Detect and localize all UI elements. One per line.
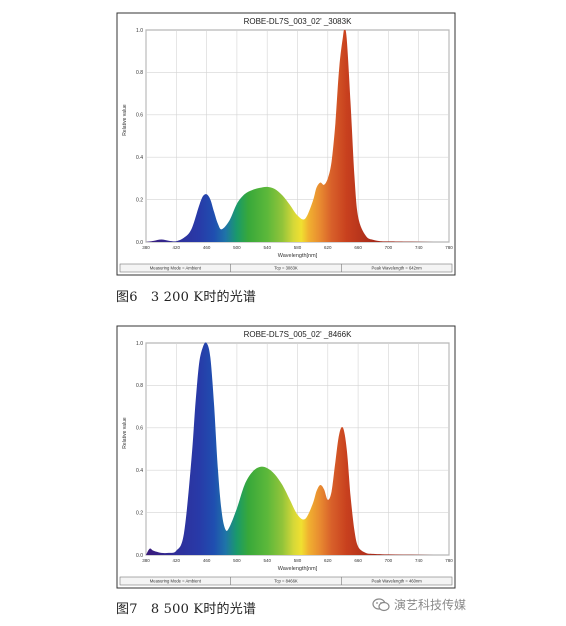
x-tick-label: 780 bbox=[445, 245, 453, 250]
y-tick-label: 0.4 bbox=[136, 468, 143, 474]
status-cell: Tcp = 8466K bbox=[274, 579, 298, 584]
y-tick-label: 0.2 bbox=[136, 197, 143, 203]
status-cell: Peak Wavelength = 642nm bbox=[372, 266, 423, 271]
status-bar-frame bbox=[119, 263, 453, 273]
status-bar-frame bbox=[119, 576, 453, 586]
y-tick-labels: 0.0 0.2 0.4 0.6 0.8 1.0 bbox=[136, 28, 143, 246]
spectrum-chart-2: ROBE-DL7S_005_02' _8466K 380 420 460 500 540 5… bbox=[116, 325, 456, 589]
x-tick-label: 460 bbox=[203, 558, 211, 563]
wechat-icon bbox=[372, 597, 390, 611]
y-tick-label: 0.6 bbox=[136, 426, 143, 432]
x-axis-label: Wavelength[nm] bbox=[278, 253, 318, 259]
status-cell: Peak Wavelength = 460nm bbox=[372, 579, 423, 584]
x-tick-label: 740 bbox=[415, 245, 423, 250]
status-cell: Measuring Mode = Ambient bbox=[150, 579, 202, 584]
spectrum-area bbox=[146, 342, 449, 555]
x-tick-label: 700 bbox=[385, 245, 393, 250]
figure-2: ROBE-DL7S_005_02' _8466K 380 420 460 500 540 5… bbox=[0, 313, 566, 597]
status-cell: Tcp = 3083K bbox=[274, 266, 298, 271]
status-bar: Measuring Mode = Ambient Tcp = 3083K Peak … bbox=[119, 263, 453, 273]
status-cell: Measuring Mode = Ambient bbox=[150, 266, 202, 271]
x-tick-label: 420 bbox=[173, 558, 181, 563]
x-tick-label: 460 bbox=[203, 245, 211, 250]
x-tick-label: 380 bbox=[142, 245, 150, 250]
x-tick-label: 500 bbox=[233, 245, 241, 250]
x-tick-label: 540 bbox=[263, 558, 271, 563]
x-tick-label: 500 bbox=[233, 558, 241, 563]
x-axis-label: Wavelength[nm] bbox=[278, 566, 318, 572]
x-tick-label: 740 bbox=[415, 558, 423, 563]
figure-1: ROBE-DL7S_003_02' _3083K 380 420 460 500 540 5… bbox=[0, 0, 566, 284]
x-tick-label: 660 bbox=[354, 245, 362, 250]
chart-title: ROBE-DL7S_003_02' _3083K bbox=[244, 17, 352, 26]
x-tick-label: 580 bbox=[294, 245, 302, 250]
x-tick-label: 780 bbox=[445, 558, 453, 563]
y-tick-label: 0.0 bbox=[136, 553, 143, 559]
figure-caption-2: 图7 8 500 K时的光谱 bbox=[116, 602, 257, 617]
x-tick-label: 380 bbox=[142, 558, 150, 563]
watermark-text: 演艺科技传媒 bbox=[394, 598, 467, 612]
y-axis-label: Relative value bbox=[122, 417, 128, 449]
y-tick-label: 1.0 bbox=[136, 341, 143, 347]
y-tick-label: 1.0 bbox=[136, 28, 143, 34]
spectrum-chart-1: ROBE-DL7S_003_02' _3083K 380 420 460 500 540 5… bbox=[116, 12, 456, 276]
x-tick-label: 620 bbox=[324, 558, 332, 563]
x-tick-label: 540 bbox=[263, 245, 271, 250]
y-tick-label: 0.8 bbox=[136, 383, 143, 389]
status-bar: Measuring Mode = Ambient Tcp = 8466K Peak … bbox=[119, 576, 453, 586]
chart-title: ROBE-DL7S_005_02' _8466K bbox=[244, 330, 352, 339]
x-tick-labels: 380 420 460 500 540 580 620 660 700 740 780 bbox=[142, 558, 453, 563]
y-axis-label: Relative value bbox=[122, 104, 128, 136]
x-tick-label: 660 bbox=[354, 558, 362, 563]
x-tick-labels: 380 420 460 500 540 580 620 660 700 740 780 bbox=[142, 245, 453, 250]
x-tick-label: 700 bbox=[385, 558, 393, 563]
x-tick-label: 620 bbox=[324, 245, 332, 250]
x-tick-label: 420 bbox=[173, 245, 181, 250]
y-tick-labels: 0.0 0.2 0.4 0.6 0.8 1.0 bbox=[136, 341, 143, 559]
figure-caption-1: 图6 3 200 K时的光谱 bbox=[116, 290, 257, 305]
y-tick-label: 0.2 bbox=[136, 510, 143, 516]
watermark: 演艺科技传媒 bbox=[372, 596, 466, 613]
y-tick-label: 0.0 bbox=[136, 240, 143, 246]
y-tick-label: 0.4 bbox=[136, 155, 143, 161]
y-tick-label: 0.6 bbox=[136, 113, 143, 119]
x-tick-label: 580 bbox=[294, 558, 302, 563]
y-tick-label: 0.8 bbox=[136, 70, 143, 76]
